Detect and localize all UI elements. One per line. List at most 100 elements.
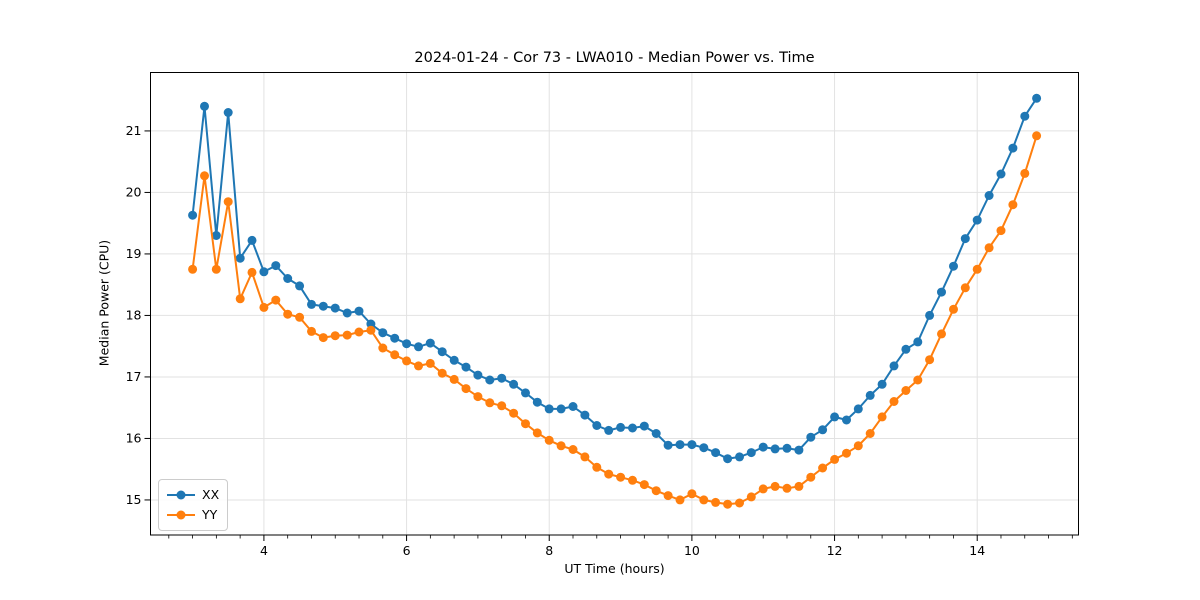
series-line-xx xyxy=(191,97,1038,460)
data-point-xx xyxy=(509,379,519,389)
data-point-xx xyxy=(865,390,875,400)
data-point-yy xyxy=(746,492,756,502)
data-point-xx xyxy=(354,306,364,316)
data-point-yy xyxy=(1020,168,1030,178)
data-point-xx xyxy=(425,338,435,348)
x-tick-label: 12 xyxy=(827,543,843,558)
legend-item-xx: XX xyxy=(166,485,219,505)
data-point-xx xyxy=(437,347,447,357)
data-point-yy xyxy=(532,428,542,438)
data-point-xx xyxy=(925,310,935,320)
data-point-yy xyxy=(366,325,376,335)
data-point-xx xyxy=(592,421,602,430)
y-axis-label: Median Power (CPU) xyxy=(96,239,112,367)
data-point-yy xyxy=(568,445,578,454)
data-point-yy xyxy=(1008,200,1018,210)
x-tick-label: 10 xyxy=(684,543,700,558)
data-point-yy xyxy=(818,463,828,473)
data-point-xx xyxy=(901,344,911,354)
chart-title: 2024-01-24 - Cor 73 - LWA010 - Median Po… xyxy=(414,50,815,66)
data-point-xx xyxy=(960,234,970,244)
data-point-yy xyxy=(925,355,935,365)
data-point-yy xyxy=(972,264,982,274)
data-point-xx xyxy=(378,328,388,338)
x-tick-label: 4 xyxy=(260,543,268,558)
data-point-yy xyxy=(806,472,816,482)
data-point-yy xyxy=(616,472,626,482)
y-tick-label: 15 xyxy=(126,492,142,507)
data-point-yy xyxy=(639,480,649,490)
legend-box: XX YY xyxy=(158,479,228,531)
data-point-yy xyxy=(853,441,863,451)
data-point-yy xyxy=(414,361,423,371)
y-tick-label: 17 xyxy=(126,369,142,384)
y-tick-label: 19 xyxy=(126,246,142,261)
data-point-xx xyxy=(711,448,721,458)
data-point-xx xyxy=(889,361,899,371)
y-tick-label: 18 xyxy=(126,308,142,323)
data-point-yy xyxy=(782,483,792,493)
data-point-xx xyxy=(972,215,982,225)
data-point-yy xyxy=(735,498,744,508)
data-point-yy xyxy=(188,264,198,274)
data-point-yy xyxy=(937,329,946,339)
data-point-xx xyxy=(984,191,994,200)
data-point-yy xyxy=(330,331,340,341)
data-point-xx xyxy=(806,432,816,442)
data-point-xx xyxy=(188,210,198,220)
data-point-xx xyxy=(342,308,352,318)
data-point-xx xyxy=(211,231,221,240)
data-point-yy xyxy=(509,408,519,418)
data-point-yy xyxy=(996,226,1006,236)
data-point-yy xyxy=(949,304,958,314)
data-point-yy xyxy=(235,294,245,304)
data-point-yy xyxy=(544,435,554,445)
data-point-xx xyxy=(402,339,412,349)
data-point-xx xyxy=(996,169,1006,179)
data-point-yy xyxy=(283,309,293,319)
data-point-xx xyxy=(247,235,257,245)
data-point-yy xyxy=(259,302,269,312)
data-point-yy xyxy=(521,419,530,429)
data-point-xx xyxy=(949,261,958,271)
data-point-yy xyxy=(271,295,281,305)
legend-sample-yy xyxy=(167,510,195,520)
data-point-yy xyxy=(794,481,804,491)
x-tick-label: 14 xyxy=(969,543,985,558)
data-point-xx xyxy=(663,440,673,450)
data-point-xx xyxy=(449,355,459,365)
data-point-yy xyxy=(295,312,305,322)
data-point-yy xyxy=(378,343,388,353)
data-point-yy xyxy=(390,350,400,360)
data-point-xx xyxy=(532,397,542,407)
data-point-yy xyxy=(461,384,471,394)
data-point-xx xyxy=(758,442,768,452)
data-point-xx xyxy=(723,454,733,464)
y-tick-label: 20 xyxy=(126,185,142,200)
data-point-yy xyxy=(247,267,257,277)
data-point-yy xyxy=(580,452,590,462)
data-point-yy xyxy=(663,491,673,501)
data-point-yy xyxy=(758,484,768,494)
y-tick-label: 16 xyxy=(126,431,142,446)
data-point-xx xyxy=(521,388,530,398)
data-point-xx xyxy=(877,379,887,389)
x-tick-label: 6 xyxy=(403,543,411,558)
data-point-xx xyxy=(318,301,328,311)
x-axis-label: UT Time (hours) xyxy=(564,561,665,576)
data-point-yy xyxy=(402,356,412,366)
data-point-xx xyxy=(616,422,626,432)
data-point-xx xyxy=(544,404,554,414)
data-point-yy xyxy=(1032,131,1042,141)
data-point-xx xyxy=(414,342,423,352)
data-point-yy xyxy=(354,327,364,337)
series-line-yy xyxy=(191,135,1038,506)
data-point-yy xyxy=(223,197,233,207)
legend-sample-xx xyxy=(167,490,195,500)
data-point-yy xyxy=(307,326,316,336)
data-point-yy xyxy=(675,495,685,505)
data-point-xx xyxy=(271,261,281,271)
data-point-yy xyxy=(687,489,697,499)
data-point-xx xyxy=(818,425,828,435)
